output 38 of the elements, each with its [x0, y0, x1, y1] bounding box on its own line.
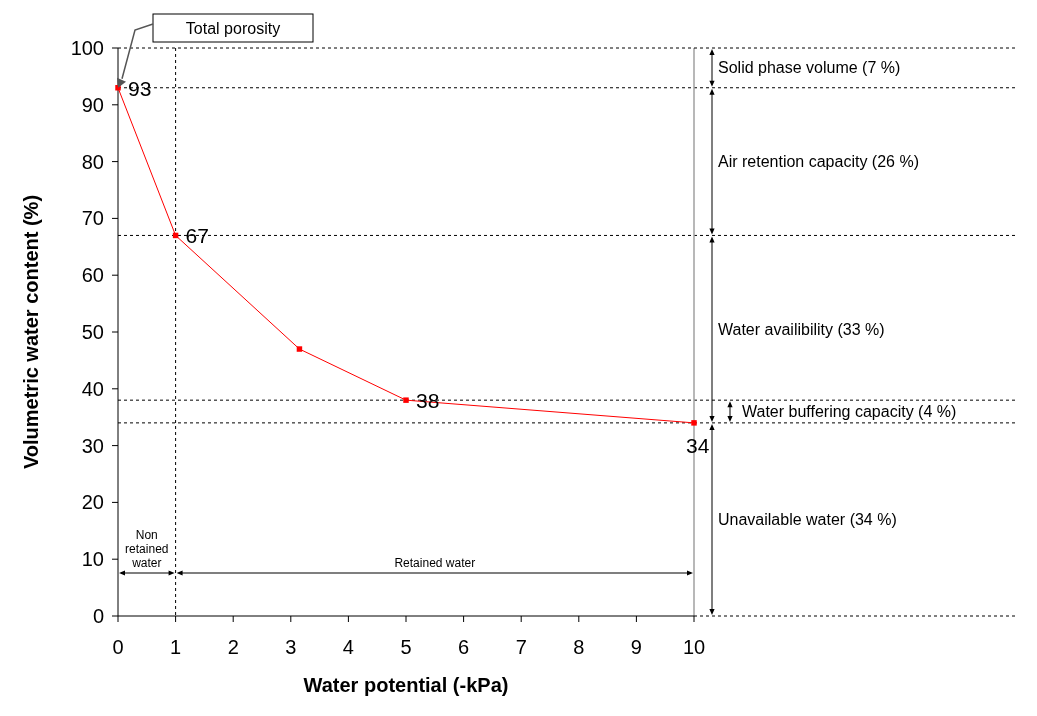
x-tick-label: 9: [630, 636, 642, 658]
point: [403, 397, 409, 403]
x-tick-label: 10: [682, 636, 706, 658]
y-tick-label: 50: [81, 321, 104, 343]
x-tick-label: 7: [515, 636, 527, 658]
y-tick-label: 60: [81, 264, 104, 287]
y-tick-label: 30: [81, 434, 104, 457]
x-tick-label: 6: [458, 636, 470, 658]
text: Total porosity: [185, 19, 281, 37]
x-tick-label: 8: [573, 636, 585, 658]
x-tick-label: 2: [227, 636, 239, 658]
y-tick-label: 80: [81, 150, 104, 173]
y-tick-label: 90: [81, 93, 104, 116]
y-tick-label: 10: [81, 548, 104, 571]
x-tick-label: 4: [342, 636, 354, 658]
data-label: 93: [128, 76, 152, 100]
x-tick-label: 0: [112, 636, 124, 658]
point: [296, 346, 303, 352]
y-axis-title: Volumetric water content (%): [20, 194, 42, 470]
y-tick-label: 40: [81, 377, 104, 400]
y-tick-label: 20: [81, 491, 104, 514]
x-tick-label: 1: [170, 636, 182, 658]
x-tick-label: 3: [285, 636, 297, 658]
data-label: 34: [686, 433, 710, 457]
annotation: Retained water: [394, 556, 476, 570]
data-label: 67: [185, 224, 209, 248]
text: Water buffering capacity (4 %): [742, 403, 957, 421]
x-axis-title: Water potential (-kPa): [303, 674, 509, 696]
x-tick-label: 5: [400, 636, 412, 658]
y-tick-label: 70: [81, 207, 104, 230]
y-tick-label: 0: [92, 605, 104, 627]
text: Solid phase volume (7 %): [718, 59, 901, 77]
text: Water availibility (33 %): [718, 320, 885, 338]
text: Unavailable water (34 %): [718, 511, 897, 529]
point: [691, 420, 697, 426]
text: Air retention capacity (26 %): [718, 153, 919, 171]
annotation: Non retained water: [125, 528, 169, 570]
y-tick-label: 100: [70, 37, 104, 59]
